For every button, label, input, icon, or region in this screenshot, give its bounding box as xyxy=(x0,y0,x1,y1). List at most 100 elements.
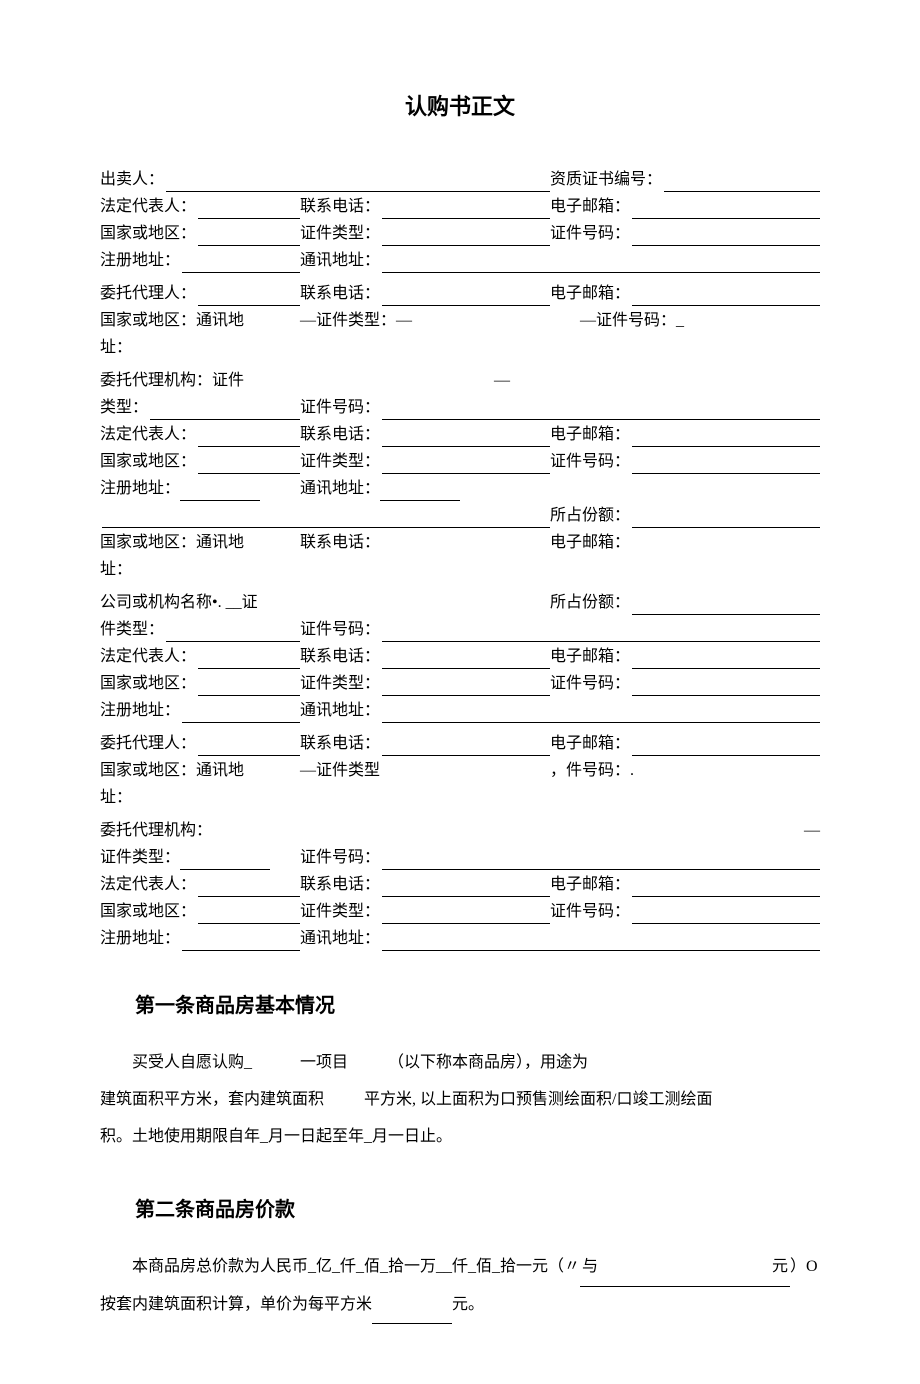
s1-t6: 积。土地使用期限自年_月一日起至年_月一日止。 xyxy=(100,1128,452,1145)
label-agent-org: 委托代理机构： xyxy=(100,819,212,843)
underline xyxy=(632,595,820,615)
label-doc-type: 证件类型： xyxy=(300,672,380,696)
s1-t2: 一项目 xyxy=(300,1054,348,1071)
label-addr-suffix: 址： xyxy=(100,336,132,360)
label-comm-addr: 通讯地址： xyxy=(300,927,380,951)
underline xyxy=(632,649,820,669)
underline xyxy=(180,483,260,501)
underline xyxy=(600,1269,770,1287)
underline xyxy=(382,649,550,669)
s2-t2: 与 xyxy=(580,1249,600,1287)
underline xyxy=(198,286,300,306)
label-comm-addr: 通讯地址： xyxy=(300,699,380,723)
s1-t4: 建筑面积平方米，套内建筑面积 xyxy=(100,1091,324,1108)
underline xyxy=(632,508,820,528)
label-piece-no: ，件号码：. xyxy=(550,759,634,783)
underline xyxy=(102,508,550,528)
label-addr-suffix: 址： xyxy=(100,558,132,582)
underline xyxy=(382,454,550,474)
s2-t1: 本商品房总价款为人民币_亿_仟_佰_拾一万__仟_佰_拾一元（〃 xyxy=(132,1258,580,1275)
label-doc-no: 证件号码： xyxy=(550,900,630,924)
label-email: 电子邮箱： xyxy=(550,423,630,447)
underline xyxy=(632,226,820,246)
label-country: 国家或地区： xyxy=(100,450,196,474)
underline xyxy=(632,877,820,897)
label-reg-addr: 注册地址： xyxy=(100,927,180,951)
label-comm-addr: 通讯地址： xyxy=(300,477,380,501)
label-doc-type: 证件类型： xyxy=(300,900,380,924)
label-doc-no: 证件号码： xyxy=(300,396,380,420)
underline xyxy=(664,172,820,192)
label-email: 电子邮箱： xyxy=(550,873,630,897)
underline xyxy=(382,676,550,696)
label-company-doc: 公司或机构名称•. __证 xyxy=(100,591,258,615)
label-doc-type: 证件类型： xyxy=(300,222,380,246)
underline xyxy=(198,877,300,897)
label-phone: 联系电话： xyxy=(300,645,380,669)
s2-t3: 元 xyxy=(770,1249,790,1287)
label-country: 国家或地区： xyxy=(100,222,196,246)
label-addr-suffix: 址： xyxy=(100,786,132,810)
underline xyxy=(382,877,550,897)
label-piece-type: 件类型： xyxy=(100,618,164,642)
label-phone: 联系电话： xyxy=(300,282,380,306)
label-reg-addr: 注册地址： xyxy=(100,477,180,501)
label-dash-doc-type2: —证件类型 xyxy=(300,759,380,783)
underline xyxy=(198,454,300,474)
form-fields: 出卖人： 资质证书编号： 法定代表人： 联系电话： 电子邮箱： 国家或地区： 证… xyxy=(100,168,820,951)
label-reg-addr: 注册地址： xyxy=(100,699,180,723)
label-agent: 委托代理人： xyxy=(100,732,196,756)
section1-heading: 第一条商品房基本情况 xyxy=(135,991,820,1021)
s1-t5: 平方米, 以上面积为口预售测绘面积/口竣工测绘面 xyxy=(364,1091,712,1108)
doc-title: 认购书正文 xyxy=(100,90,820,123)
underline xyxy=(198,676,300,696)
underline xyxy=(382,931,820,951)
underline xyxy=(632,199,820,219)
label-reg-addr: 注册地址： xyxy=(100,249,180,273)
s2-t6: 元。 xyxy=(452,1296,484,1313)
underline xyxy=(382,226,550,246)
label-phone: 联系电话： xyxy=(300,531,380,555)
s2-t4: ）O xyxy=(790,1258,818,1275)
section2-body: 本商品房总价款为人民币_亿_仟_佰_拾一万__仟_佰_拾一元（〃与元）O 按套内… xyxy=(100,1249,820,1324)
label-share: 所占份额： xyxy=(550,591,630,615)
underline xyxy=(382,427,550,447)
label-doc-no: 证件号码： xyxy=(550,450,630,474)
label-share: 所占份额： xyxy=(550,504,630,528)
label-country: 国家或地区： xyxy=(100,672,196,696)
label-comm-addr: 通讯地址： xyxy=(300,249,380,273)
underline xyxy=(166,622,300,642)
underline xyxy=(382,703,820,723)
underline xyxy=(380,483,460,501)
label-seller: 出卖人： xyxy=(100,168,164,192)
label-doc-no: 证件号码： xyxy=(550,222,630,246)
label-agent: 委托代理人： xyxy=(100,282,196,306)
label-type-suffix: 类型： xyxy=(100,396,148,420)
label-dash-doc-no: —证件号码：_ xyxy=(580,309,684,333)
label-legal-rep: 法定代表人： xyxy=(100,645,196,669)
label-phone: 联系电话： xyxy=(300,195,380,219)
label-phone: 联系电话： xyxy=(300,873,380,897)
section2-heading: 第二条商品房价款 xyxy=(135,1195,820,1225)
label-doc-type-plain: 证件类型： xyxy=(100,846,180,870)
underline xyxy=(182,703,300,723)
underline xyxy=(382,850,820,870)
underline xyxy=(632,736,820,756)
dash-mark: — xyxy=(494,369,510,393)
underline xyxy=(382,904,550,924)
label-email: 电子邮箱： xyxy=(550,195,630,219)
label-email: 电子邮箱： xyxy=(550,282,630,306)
underline xyxy=(372,1306,452,1324)
label-email: 电子邮箱： xyxy=(550,531,630,555)
s1-t1: 买受人自愿认购_ xyxy=(132,1054,252,1071)
underline xyxy=(382,400,820,420)
underline xyxy=(632,454,820,474)
dash-mark: — xyxy=(804,822,820,839)
underline xyxy=(180,852,270,870)
underline xyxy=(382,622,820,642)
label-agent-org-doc: 委托代理机构：证件 xyxy=(100,369,244,393)
underline xyxy=(166,172,550,192)
underline xyxy=(198,427,300,447)
underline xyxy=(382,199,550,219)
label-email: 电子邮箱： xyxy=(550,645,630,669)
